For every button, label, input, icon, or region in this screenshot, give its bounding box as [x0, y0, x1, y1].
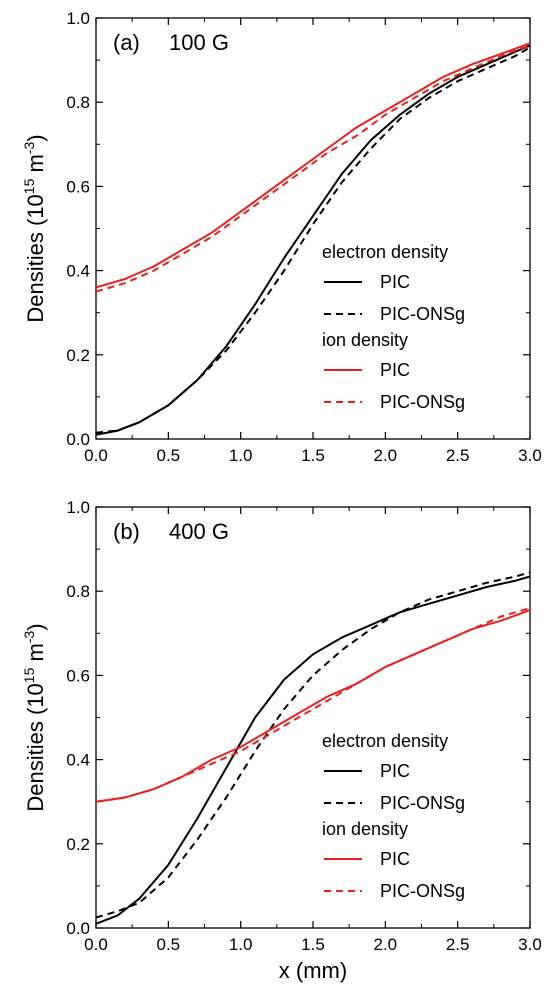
series-line-ion-dashed	[95, 44, 531, 293]
series-line-ion-solid	[95, 42, 531, 289]
legend-entry-electron-pic: PIC	[380, 761, 410, 781]
x-tick-label: 1.0	[229, 446, 253, 465]
legend-entry-ion-pic: PIC	[380, 849, 410, 869]
y-tick-label: 0.0	[66, 430, 90, 449]
field-label: 400 G	[169, 519, 229, 544]
y-tick-label: 0.2	[66, 835, 90, 854]
legend-entry-electron-pic: PIC	[380, 272, 410, 292]
series-line-ion-solid	[95, 609, 531, 803]
x-tick-label: 3.0	[518, 446, 542, 465]
y-tick-label: 1.0	[66, 498, 90, 517]
legend-entry-electron-pic-onsg: PIC-ONSg	[380, 793, 465, 813]
x-tick-label: 0.0	[84, 935, 108, 954]
legend-group-title-ion: ion density	[322, 819, 408, 839]
y-tick-label: 0.0	[66, 919, 90, 938]
legend-entry-ion-pic: PIC	[380, 360, 410, 380]
y-axis-title-superscript: -3	[21, 631, 37, 644]
y-axis-title-part: m	[23, 643, 48, 667]
y-axis-title: Densities (1015 m-3)	[21, 623, 48, 811]
legend-entry-ion-pic-onsg: PIC-ONSg	[380, 881, 465, 901]
legend-group-title-electron: electron density	[322, 731, 448, 751]
x-tick-label: 0.5	[157, 446, 181, 465]
y-tick-label: 0.6	[66, 177, 90, 196]
panel-label: (b)	[113, 519, 140, 544]
y-tick-label: 1.0	[66, 9, 90, 28]
panel-a: 0.0 0.5 1.0 1.5 2.0 2.5 3.0 0.0 0.2 0.4 0.6 0.8 1.0 D…	[21, 9, 542, 465]
y-axis-title-part: Densities (10	[23, 683, 48, 811]
panel-b: 0.0 0.5 1.0 1.5 2.0 2.5 3.0 0.0 0.2 0.4 0.6 0.8 1.0 D…	[21, 498, 542, 983]
x-tick-label: 2.0	[374, 446, 398, 465]
y-axis-title-superscript: 15	[21, 178, 37, 194]
x-tick-label: 0.5	[157, 935, 181, 954]
legend-entry-ion-pic-onsg: PIC-ONSg	[380, 392, 465, 412]
y-tick-label: 0.8	[66, 93, 90, 112]
y-axis-title-part: )	[23, 134, 48, 141]
legend-entry-electron-pic-onsg: PIC-ONSg	[380, 304, 465, 324]
legend-group-title-ion: ion density	[322, 330, 408, 350]
series-line-electron-dashed	[95, 571, 531, 919]
y-axis-title-superscript: 15	[21, 667, 37, 683]
series-line-electron-solid	[95, 575, 531, 925]
legend-group-title-electron: electron density	[322, 242, 448, 262]
y-axis-title-part: Densities (10	[23, 194, 48, 322]
y-tick-label: 0.8	[66, 582, 90, 601]
y-tick-label: 0.4	[66, 262, 90, 281]
x-tick-label: 0.0	[84, 446, 108, 465]
x-tick-label: 1.5	[301, 935, 325, 954]
series-line-ion-dashed	[95, 607, 531, 803]
x-tick-label: 2.5	[446, 446, 470, 465]
y-axis-title-part: m	[23, 154, 48, 178]
x-tick-label: 1.0	[229, 935, 253, 954]
series-line-electron-dashed	[95, 46, 531, 434]
x-tick-label: 2.0	[374, 935, 398, 954]
series-line-electron-solid	[95, 44, 531, 436]
plot-frame	[95, 17, 531, 440]
x-tick-label: 1.5	[301, 446, 325, 465]
x-tick-label: 3.0	[518, 935, 542, 954]
y-tick-label: 0.4	[66, 751, 90, 770]
x-tick-label: 2.5	[446, 935, 470, 954]
y-axis-title: Densities (1015 m-3)	[21, 134, 48, 322]
y-tick-label: 0.6	[66, 666, 90, 685]
y-axis-title-part: )	[23, 623, 48, 630]
y-tick-label: 0.2	[66, 346, 90, 365]
y-axis-title-superscript: -3	[21, 142, 37, 155]
x-axis-title: x (mm)	[279, 958, 347, 983]
panel-label: (a)	[113, 30, 140, 55]
plot-frame	[95, 506, 531, 929]
field-label: 100 G	[169, 30, 229, 55]
